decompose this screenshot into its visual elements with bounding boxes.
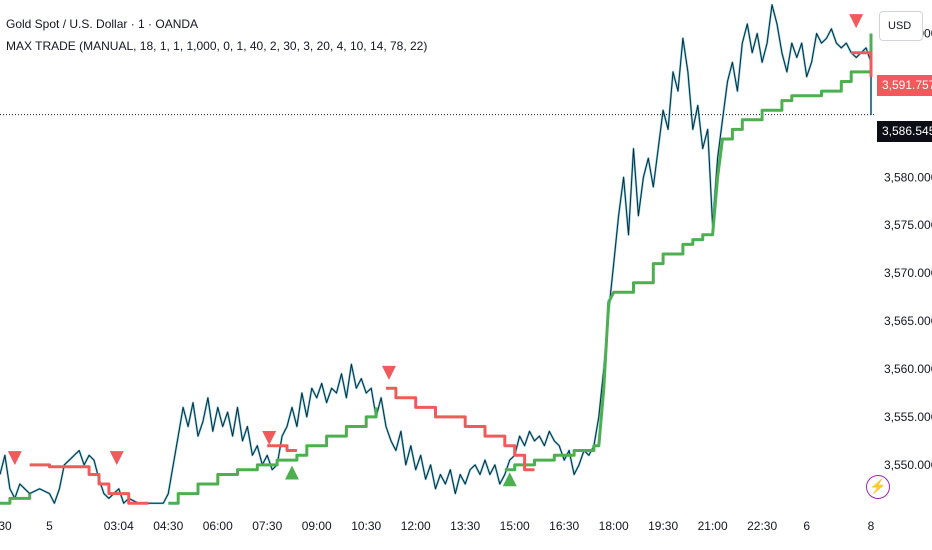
x-tick-label: 8 [868,519,875,533]
y-tick-label: 3,560.000 [884,362,932,376]
sell-signal-6[interactable] [849,14,864,29]
buy-signal-5[interactable] [502,472,517,487]
x-tick-label: 04:30 [153,519,183,533]
y-tick-label: 3,570.000 [884,266,932,280]
symbol-title: Gold Spot / U.S. Dollar · 1 · OANDA [6,17,199,31]
sell-signal-0[interactable] [7,451,22,466]
indicator-legend[interactable]: MAX TRADE (MANUAL, 18, 1, 1, 1,000, 0, 1… [6,39,428,53]
bear-trail-segment-3[interactable] [851,51,873,77]
indicator-price-label: 3,591.757 [877,75,932,96]
y-tick-label: 3,580.000 [884,170,932,184]
x-tick-label: 21:00 [698,519,728,533]
x-tick-label: 16:30 [549,519,579,533]
x-tick-label: 2:30 [0,519,12,533]
x-tick-label: 06:00 [203,519,233,533]
sell-signal-2[interactable] [262,431,277,446]
x-tick-label: 6 [803,519,810,533]
time-axis[interactable]: 2:30 5 03:04 04:30 06:00 07:30 09:00 10:30 12:00… [0,519,875,533]
bear-trail-segment-2[interactable] [386,386,535,472]
bull-trail-segment-0[interactable] [0,493,32,505]
x-tick-label: 12:00 [401,519,431,533]
x-tick-label: 19:30 [648,519,678,533]
bear-trail-segment-0[interactable] [29,463,149,505]
price-series-glow [0,3,873,505]
bear-trail-segment-1[interactable] [267,444,297,452]
lightning-bolt-icon[interactable]: ⚡ [866,475,890,499]
currency-button[interactable]: USD [879,11,923,41]
x-tick-label: 18:00 [599,519,629,533]
buy-signal-3[interactable] [284,465,299,480]
price-series-line[interactable] [0,4,872,504]
sell-signal-1[interactable] [109,451,124,466]
sell-signal-4[interactable] [381,365,396,380]
x-tick-label: 15:00 [500,519,530,533]
y-tick-label: 3,565.000 [884,314,932,328]
bull-trail-segment-1[interactable] [168,407,378,505]
x-tick-label: 10:30 [351,519,381,533]
x-tick-label: 13:30 [450,519,480,533]
x-tick-label: 22:30 [747,519,777,533]
x-tick-label: 09:00 [302,519,332,533]
y-tick-label: 3,575.000 [884,218,932,232]
y-tick-label: 3,555.000 [884,410,932,424]
last-price-label: 3,586.545 [877,121,932,142]
x-tick-label: 5 [46,519,53,533]
x-tick-label: 03:04 [104,519,134,533]
x-tick-label: 07:30 [252,519,282,533]
bull-trail-segment-2[interactable] [504,33,873,472]
y-tick-label: 3,550.000 [884,458,932,472]
